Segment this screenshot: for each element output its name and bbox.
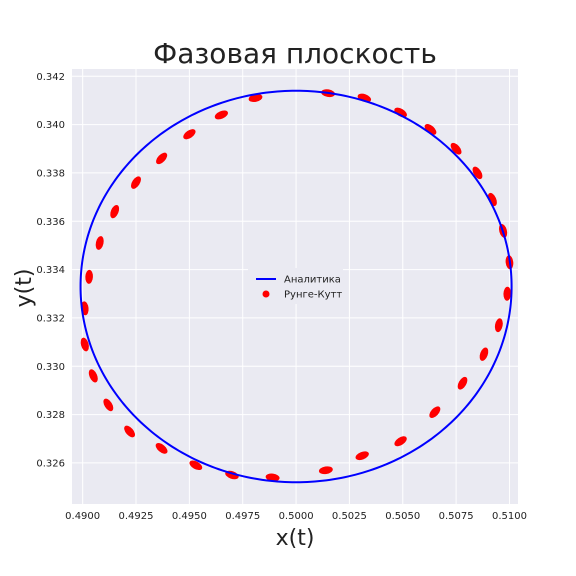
runge-kutta-point: [472, 166, 483, 180]
y-tick-label: 0.332: [36, 313, 65, 324]
analytic-trajectory-line: [79, 89, 513, 484]
runge-kutta-point: [494, 318, 503, 333]
x-tick-label: 0.4975: [225, 511, 260, 522]
x-axis-label: x(t): [276, 526, 315, 551]
runge-kutta-point: [429, 406, 441, 418]
runge-kutta-point: [503, 286, 512, 301]
runge-kutta-point: [479, 347, 489, 361]
runge-kutta-point: [394, 436, 407, 447]
legend-point-marker: [262, 290, 270, 298]
y-tick-label: 0.342: [36, 72, 65, 83]
y-tick-label: 0.336: [36, 217, 65, 228]
legend-box: [248, 268, 343, 304]
x-tick-label: 0.4950: [172, 511, 207, 522]
tick-labels: 0.4900 0.4925 0.4950 0.4975 0.5000 0.5025 0.50…: [36, 72, 527, 522]
runge-kutta-point: [156, 152, 168, 165]
runge-kutta-point: [394, 107, 407, 118]
y-tick-label: 0.338: [36, 168, 65, 179]
x-tick-label: 0.5025: [332, 511, 367, 522]
runge-kutta-point: [265, 473, 280, 482]
runge-kutta-point: [318, 466, 333, 475]
x-tick-label: 0.5100: [492, 511, 527, 522]
chart-title: Фазовая плоскость: [153, 37, 437, 70]
runge-kutta-point: [131, 176, 141, 189]
runge-kutta-point: [424, 124, 437, 135]
y-axis-label: y(t): [12, 269, 37, 308]
x-tick-label: 0.5000: [279, 511, 314, 522]
runge-kutta-point: [124, 425, 136, 438]
legend-label-runge-kutta: Рунге-Кутт: [284, 290, 342, 301]
y-tick-label: 0.330: [36, 362, 65, 373]
runge-kutta-point: [80, 337, 89, 352]
legend-label-analytic: Аналитика: [284, 275, 341, 286]
runge-kutta-point: [214, 110, 228, 120]
runge-kutta-point: [103, 398, 114, 412]
data-marks: [79, 89, 514, 484]
runge-kutta-point: [457, 376, 468, 390]
y-tick-label: 0.326: [36, 458, 65, 469]
runge-kutta-point: [450, 142, 462, 155]
runge-kutta-point: [95, 236, 104, 250]
runge-kutta-point: [85, 269, 93, 284]
runge-kutta-point: [88, 369, 98, 383]
y-tick-label: 0.340: [36, 120, 65, 131]
x-tick-label: 0.4900: [65, 511, 100, 522]
x-tick-label: 0.5075: [439, 511, 474, 522]
runge-kutta-point: [248, 94, 263, 102]
legend: Аналитика Рунге-Кутт: [248, 268, 343, 304]
x-tick-label: 0.4925: [119, 511, 154, 522]
runge-kutta-point: [183, 129, 196, 140]
runge-kutta-point: [155, 443, 168, 454]
runge-kutta-point: [355, 451, 369, 461]
y-tick-label: 0.334: [36, 265, 65, 276]
x-tick-label: 0.5050: [385, 511, 420, 522]
runge-kutta-point: [189, 460, 203, 471]
runge-kutta-point: [110, 204, 120, 219]
y-tick-label: 0.328: [36, 410, 65, 421]
